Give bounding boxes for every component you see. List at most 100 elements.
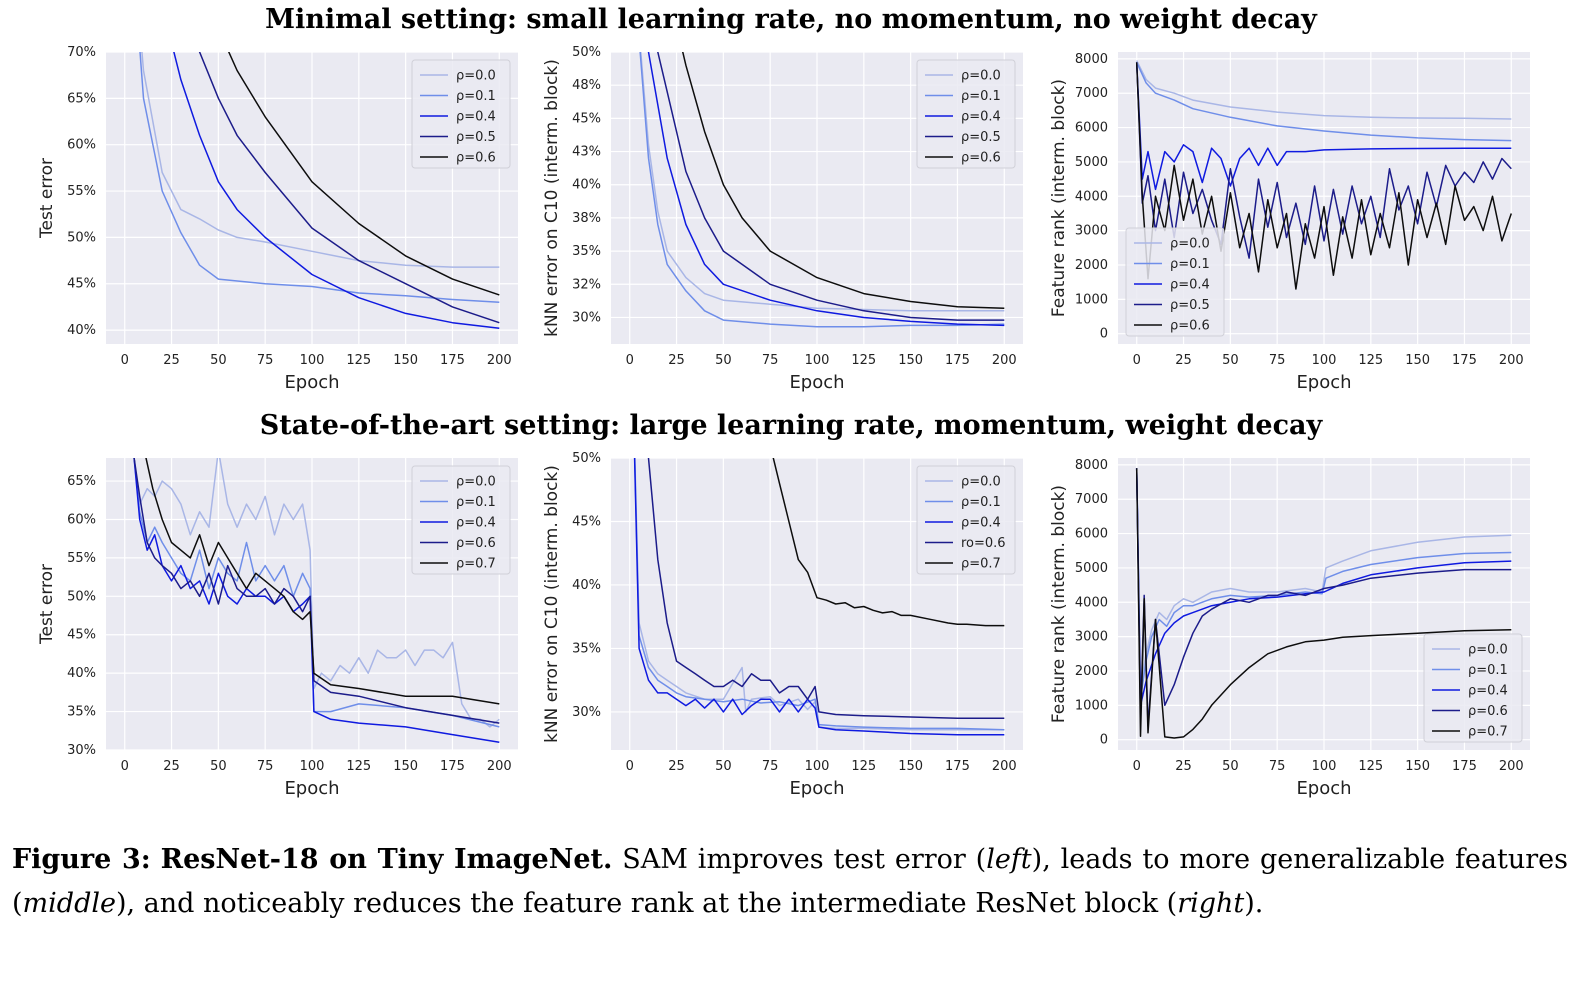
- x-tick-label: 200: [487, 759, 512, 774]
- series-line-0: [1135, 468, 1512, 689]
- series-line-0: [1136, 60, 1512, 120]
- x-tick-label: 100: [300, 759, 325, 774]
- x-tick-label: 200: [1499, 353, 1524, 368]
- legend-label: ρ=0.0: [961, 69, 1001, 84]
- y-tick-label: 2000: [1075, 258, 1108, 273]
- x-tick-label: 0: [121, 353, 129, 368]
- legend-label: ρ=0.4: [456, 516, 496, 531]
- legend-box: [411, 465, 511, 575]
- series-line-3: [647, 458, 1005, 720]
- x-tick-label: 125: [1358, 759, 1383, 774]
- y-tick-label: 50%: [572, 45, 601, 60]
- legend-label: ρ=0.4: [961, 516, 1001, 531]
- x-tick-label: 50: [715, 353, 732, 368]
- x-axis-label: Epoch: [789, 372, 844, 393]
- x-axis-label: Epoch: [1296, 372, 1351, 393]
- series-line-4: [227, 52, 500, 296]
- legend-box: [411, 59, 511, 169]
- x-tick-label: 0: [121, 759, 129, 774]
- caption-heading: ResNet-18 on Tiny ImageNet.: [160, 844, 613, 875]
- y-axis-label: Feature rank (interm. block): [1049, 79, 1069, 317]
- series-line-0: [634, 458, 1005, 731]
- caption-text-2: ), leads to more generalizable features …: [12, 844, 1568, 919]
- legend-label: ρ=0.6: [1468, 704, 1508, 719]
- series-line-1: [139, 52, 500, 304]
- x-tick-label: 25: [1175, 759, 1192, 774]
- x-tick-label: 75: [257, 353, 274, 368]
- x-tick-label: 200: [992, 353, 1017, 368]
- series-line-3: [198, 52, 500, 324]
- series-line-1: [1136, 61, 1512, 142]
- y-tick-label: 48%: [572, 78, 601, 93]
- caption-label: Figure 3:: [12, 844, 151, 875]
- series-line-2: [173, 52, 500, 329]
- x-tick-label: 25: [1175, 353, 1192, 368]
- x-axis-label: Epoch: [284, 778, 339, 799]
- y-tick-label: 6000: [1075, 527, 1108, 542]
- y-tick-label: 40%: [572, 178, 601, 193]
- y-tick-label: 5000: [1075, 155, 1108, 170]
- y-tick-label: 60%: [67, 138, 96, 153]
- caption-text-4: ).: [1244, 888, 1264, 919]
- x-tick-label: 150: [1405, 353, 1430, 368]
- y-tick-label: 45%: [67, 277, 96, 292]
- y-tick-label: 40%: [572, 578, 601, 593]
- y-axis-label: Test error: [37, 158, 57, 239]
- y-tick-label: 50%: [67, 589, 96, 604]
- series-line-4: [772, 458, 1005, 627]
- caption-text-1: SAM improves test error (: [622, 844, 987, 875]
- y-tick-label: 32%: [572, 277, 601, 292]
- chart-sota-feature-rank: 0 1000 2000 3000 4000 5000 6000 7000 8000 0 25 50 75…: [1042, 450, 1542, 800]
- x-tick-label: 200: [1499, 759, 1524, 774]
- legend-label: ρ=0.1: [1170, 257, 1210, 272]
- x-tick-label: 0: [1133, 353, 1141, 368]
- x-tick-label: 100: [1312, 759, 1337, 774]
- x-tick-label: 100: [1312, 353, 1337, 368]
- y-tick-label: 4000: [1075, 595, 1108, 610]
- legend-label: ρ=0.6: [961, 151, 1001, 166]
- x-tick-label: 75: [762, 759, 779, 774]
- legend-label: ρ=0.4: [456, 110, 496, 125]
- row-title-sota: State-of-the-art setting: large learning…: [259, 410, 1323, 441]
- legend-label: ρ=0.5: [1170, 298, 1210, 313]
- series-line-2: [633, 458, 1005, 736]
- series-line-4: [1135, 468, 1512, 739]
- x-tick-label: 175: [440, 759, 465, 774]
- y-tick-label: 30%: [572, 705, 601, 720]
- x-tick-label: 75: [762, 353, 779, 368]
- y-tick-label: 40%: [67, 666, 96, 681]
- series-line-2: [1135, 468, 1512, 707]
- x-tick-label: 150: [898, 759, 923, 774]
- x-tick-label: 175: [945, 759, 970, 774]
- legend-label: ρ=0.1: [961, 89, 1001, 104]
- caption-right: right: [1177, 888, 1245, 919]
- x-axis-label: Epoch: [284, 372, 339, 393]
- y-tick-label: 5000: [1075, 561, 1108, 576]
- y-tick-label: 70%: [67, 45, 96, 60]
- y-tick-label: 60%: [67, 512, 96, 527]
- legend-label: ro=0.6: [961, 536, 1006, 551]
- x-tick-label: 75: [1269, 759, 1286, 774]
- legend-label: ρ=0.0: [456, 475, 496, 490]
- y-tick-label: 35%: [572, 244, 601, 259]
- series-line-4: [681, 52, 1005, 309]
- y-tick-label: 8000: [1075, 52, 1108, 67]
- x-tick-label: 25: [163, 759, 180, 774]
- legend-label: ρ=0.7: [961, 557, 1001, 572]
- series-line-3: [1135, 62, 1512, 259]
- x-tick-label: 100: [300, 353, 325, 368]
- y-tick-label: 30%: [67, 743, 96, 758]
- x-tick-label: 75: [257, 759, 274, 774]
- x-tick-label: 100: [805, 353, 830, 368]
- legend-label: ρ=0.7: [456, 557, 496, 572]
- y-tick-label: 7000: [1075, 492, 1108, 507]
- series-line-4: [1135, 62, 1513, 290]
- x-tick-label: 150: [898, 353, 923, 368]
- y-tick-label: 3000: [1075, 224, 1108, 239]
- y-tick-label: 65%: [67, 474, 96, 489]
- legend-label: ρ=0.1: [456, 89, 496, 104]
- y-tick-label: 3000: [1075, 630, 1108, 645]
- legend-label: ρ=0.6: [456, 151, 496, 166]
- y-tick-label: 45%: [572, 111, 601, 126]
- legend-label: ρ=0.1: [961, 495, 1001, 510]
